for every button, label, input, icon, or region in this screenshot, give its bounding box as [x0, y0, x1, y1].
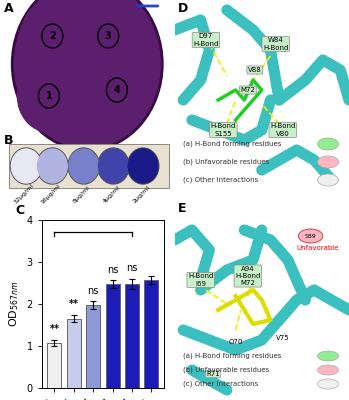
Ellipse shape — [318, 138, 339, 150]
Circle shape — [38, 149, 67, 183]
Text: (a) H-Bond forming residues: (a) H-Bond forming residues — [183, 141, 282, 147]
Ellipse shape — [318, 379, 339, 389]
Ellipse shape — [298, 229, 323, 243]
Bar — [106, 284, 120, 388]
Circle shape — [84, 8, 133, 64]
Text: 32μg/ml: 32μg/ml — [14, 183, 35, 205]
Text: 3: 3 — [105, 31, 112, 41]
Circle shape — [98, 148, 129, 184]
Text: 2μg/ml: 2μg/ml — [132, 185, 151, 204]
Text: A: A — [3, 2, 13, 15]
Text: O70: O70 — [228, 339, 243, 345]
Bar — [47, 343, 61, 388]
Circle shape — [47, 30, 58, 42]
Text: **: ** — [50, 324, 59, 334]
Text: ns: ns — [88, 286, 99, 296]
Text: 4μg/ml: 4μg/ml — [102, 185, 121, 204]
Text: (c) Other interactions: (c) Other interactions — [183, 381, 259, 387]
Circle shape — [69, 149, 98, 183]
Circle shape — [91, 16, 126, 56]
Text: 16μg/ml: 16μg/ml — [40, 183, 61, 205]
Circle shape — [21, 0, 84, 72]
Bar — [125, 284, 139, 388]
Text: H-Bond
S155: H-Bond S155 — [211, 124, 236, 136]
Text: S89: S89 — [305, 234, 317, 238]
Ellipse shape — [318, 365, 339, 375]
Text: (b) Unfavorable residues: (b) Unfavorable residues — [183, 367, 269, 373]
Circle shape — [10, 148, 42, 184]
Text: D97
H-Bond: D97 H-Bond — [193, 34, 218, 46]
Text: W84
H-Bond: W84 H-Bond — [263, 38, 288, 50]
Text: A94
H-Bond
M72: A94 H-Bond M72 — [235, 266, 260, 286]
Circle shape — [38, 84, 59, 108]
Text: Unfavorable: Unfavorable — [296, 245, 339, 251]
Text: E: E — [178, 202, 186, 215]
Circle shape — [113, 86, 120, 94]
Bar — [144, 280, 158, 388]
Text: 2: 2 — [49, 31, 56, 41]
Text: (a) H-Bond forming residues: (a) H-Bond forming residues — [183, 353, 282, 359]
Text: H-Bond
I69: H-Bond I69 — [188, 274, 213, 286]
Circle shape — [44, 90, 54, 102]
Text: 4: 4 — [113, 85, 120, 95]
Circle shape — [106, 78, 127, 102]
Text: V75: V75 — [276, 335, 290, 341]
Text: R71: R71 — [206, 371, 220, 377]
Circle shape — [35, 16, 70, 56]
Text: H-Bond
V80: H-Bond V80 — [270, 124, 295, 136]
Circle shape — [128, 149, 158, 183]
Circle shape — [42, 24, 63, 48]
Y-axis label: OD$_{567nm}$: OD$_{567nm}$ — [7, 281, 21, 327]
Circle shape — [105, 32, 112, 40]
Circle shape — [101, 28, 115, 44]
Text: V88: V88 — [248, 67, 262, 73]
Circle shape — [31, 76, 66, 116]
Text: 8μg/ml: 8μg/ml — [73, 185, 91, 204]
Circle shape — [24, 68, 73, 124]
Circle shape — [101, 72, 133, 108]
Circle shape — [127, 148, 159, 184]
FancyBboxPatch shape — [9, 144, 169, 188]
Bar — [67, 319, 81, 388]
Text: D: D — [178, 2, 188, 15]
Text: 1: 1 — [45, 91, 52, 101]
Text: M72: M72 — [240, 87, 255, 93]
Circle shape — [68, 148, 99, 184]
Circle shape — [28, 8, 77, 64]
Circle shape — [96, 22, 120, 50]
Text: ns: ns — [126, 263, 138, 273]
Circle shape — [17, 60, 80, 132]
Circle shape — [12, 0, 162, 150]
Circle shape — [98, 149, 128, 183]
Text: (c) Other interactions: (c) Other interactions — [183, 177, 259, 183]
Bar — [86, 305, 100, 388]
Text: B: B — [3, 134, 13, 147]
Circle shape — [11, 149, 41, 183]
Text: **: ** — [69, 300, 79, 310]
Ellipse shape — [318, 174, 339, 186]
Text: (b) Unfavorable residues: (b) Unfavorable residues — [183, 159, 269, 165]
Text: ns: ns — [107, 265, 118, 274]
Text: C: C — [15, 204, 24, 217]
Ellipse shape — [318, 351, 339, 361]
Circle shape — [110, 82, 124, 98]
Circle shape — [37, 148, 68, 184]
Ellipse shape — [318, 156, 339, 168]
